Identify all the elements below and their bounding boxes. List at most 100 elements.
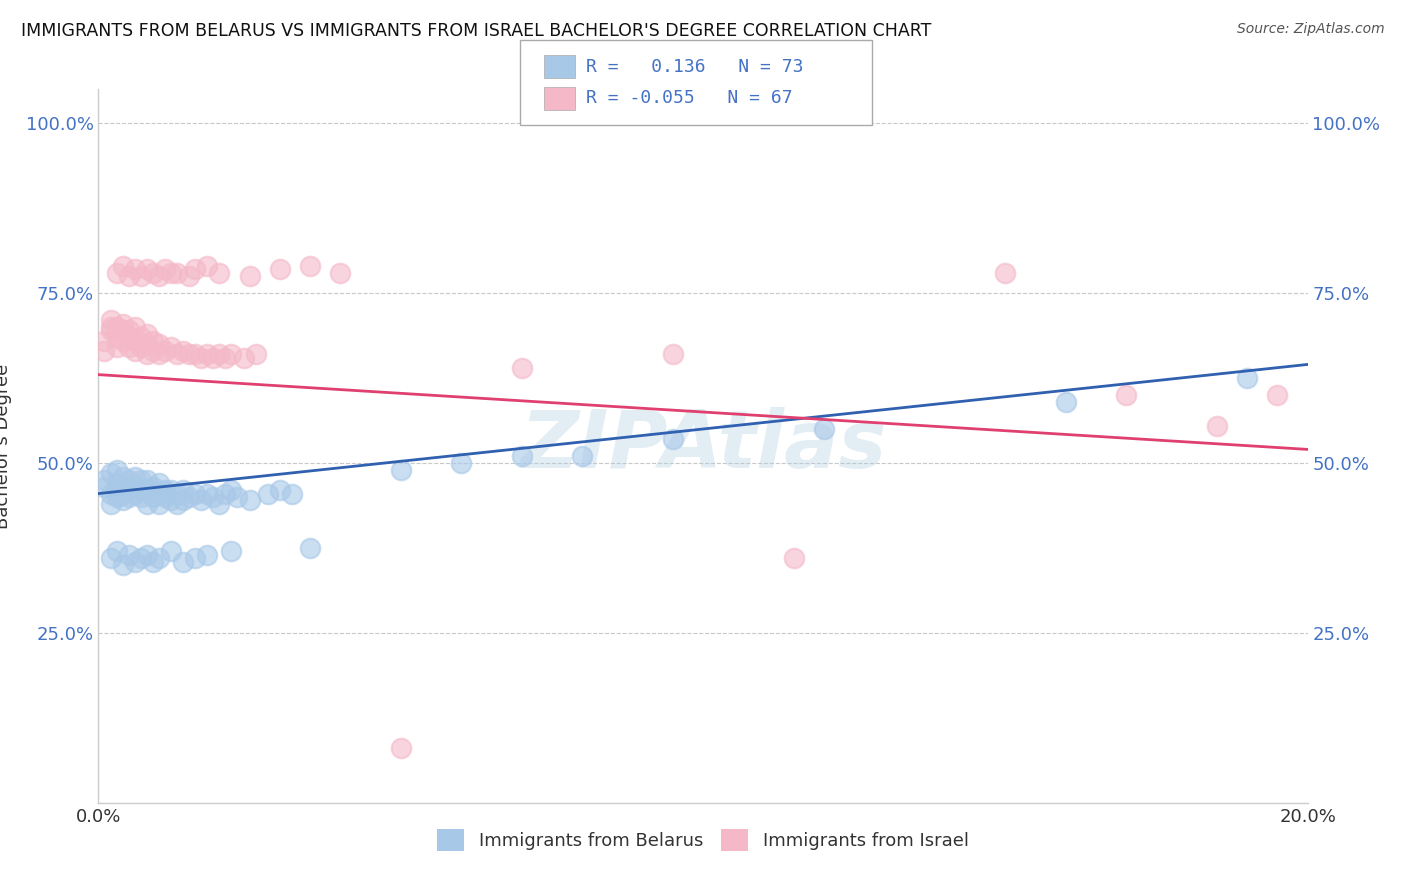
Point xyxy=(129,269,152,284)
Point xyxy=(124,555,146,569)
Point xyxy=(142,266,165,280)
Point xyxy=(166,266,188,280)
Point xyxy=(510,360,533,375)
Point xyxy=(148,486,170,500)
Point xyxy=(160,544,183,558)
Point xyxy=(118,473,141,487)
Point xyxy=(129,330,152,344)
Point xyxy=(93,480,115,494)
Point xyxy=(994,266,1017,280)
Point xyxy=(124,469,146,483)
Point xyxy=(135,262,157,277)
Point xyxy=(1267,388,1289,402)
Point xyxy=(281,486,304,500)
Point xyxy=(142,334,165,348)
Point xyxy=(202,490,225,504)
Point xyxy=(135,497,157,511)
Point xyxy=(129,483,152,498)
Text: Source: ZipAtlas.com: Source: ZipAtlas.com xyxy=(1237,22,1385,37)
Point xyxy=(129,551,152,566)
Point xyxy=(100,320,122,334)
Point xyxy=(571,449,593,463)
Point xyxy=(135,337,157,351)
Point xyxy=(105,463,128,477)
Point xyxy=(118,323,141,337)
Point xyxy=(100,497,122,511)
Point xyxy=(510,449,533,463)
Text: ZIPAtlas: ZIPAtlas xyxy=(520,407,886,485)
Point xyxy=(111,259,134,273)
Point xyxy=(124,343,146,358)
Point xyxy=(172,555,194,569)
Point xyxy=(184,486,207,500)
Point xyxy=(232,351,254,365)
Point xyxy=(214,351,236,365)
Point xyxy=(129,490,152,504)
Legend: Immigrants from Belarus, Immigrants from Israel: Immigrants from Belarus, Immigrants from… xyxy=(430,822,976,858)
Point xyxy=(245,347,267,361)
Point xyxy=(389,463,412,477)
Point xyxy=(100,551,122,566)
Point xyxy=(195,548,218,562)
Point xyxy=(160,341,183,355)
Point xyxy=(135,326,157,341)
Point xyxy=(1115,388,1137,402)
Point xyxy=(111,323,134,337)
Point xyxy=(179,490,201,504)
Point xyxy=(190,351,212,365)
Point xyxy=(172,343,194,358)
Point xyxy=(208,266,231,280)
Point xyxy=(124,480,146,494)
Point xyxy=(100,466,122,480)
Point xyxy=(153,262,176,277)
Point xyxy=(118,490,141,504)
Point xyxy=(221,544,243,558)
Point xyxy=(239,269,262,284)
Point xyxy=(148,497,170,511)
Point xyxy=(153,343,176,358)
Point xyxy=(142,480,165,494)
Point xyxy=(184,262,207,277)
Point xyxy=(100,486,122,500)
Point xyxy=(118,548,141,562)
Point xyxy=(179,269,201,284)
Point xyxy=(195,486,218,500)
Point xyxy=(153,483,176,498)
Point xyxy=(118,269,141,284)
Point xyxy=(93,334,115,348)
Point xyxy=(148,337,170,351)
Point xyxy=(124,334,146,348)
Point xyxy=(142,555,165,569)
Point xyxy=(148,476,170,491)
Point xyxy=(105,266,128,280)
Text: R =   0.136   N = 73: R = 0.136 N = 73 xyxy=(586,58,804,76)
Point xyxy=(111,317,134,331)
Point xyxy=(129,341,152,355)
Point xyxy=(153,490,176,504)
Point xyxy=(184,347,207,361)
Point xyxy=(226,490,249,504)
Point xyxy=(190,493,212,508)
Point xyxy=(129,473,152,487)
Point xyxy=(111,469,134,483)
Point xyxy=(148,347,170,361)
Point xyxy=(124,262,146,277)
Point xyxy=(135,347,157,361)
Point xyxy=(142,490,165,504)
Point xyxy=(105,330,128,344)
Point xyxy=(1206,418,1229,433)
Point xyxy=(1236,371,1258,385)
Point xyxy=(148,269,170,284)
Point xyxy=(221,347,243,361)
Point xyxy=(118,341,141,355)
Y-axis label: Bachelor's Degree: Bachelor's Degree xyxy=(0,363,11,529)
Point xyxy=(100,313,122,327)
Point xyxy=(135,548,157,562)
Point xyxy=(214,486,236,500)
Point xyxy=(166,497,188,511)
Point xyxy=(111,486,134,500)
Point xyxy=(172,493,194,508)
Point xyxy=(160,266,183,280)
Point xyxy=(299,541,322,555)
Point xyxy=(269,262,291,277)
